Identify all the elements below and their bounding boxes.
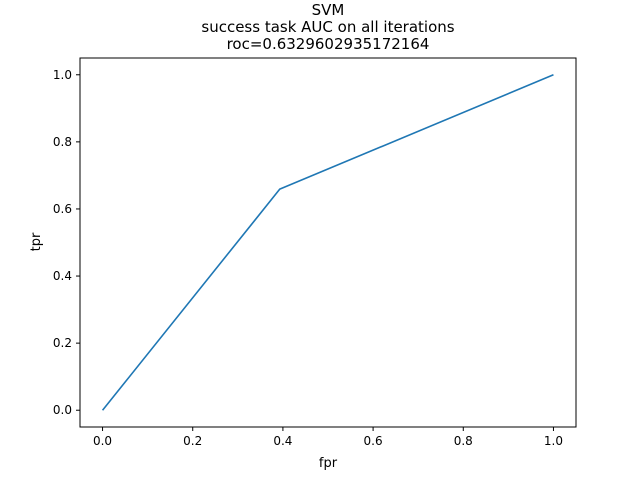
chart-title-line-2: success task AUC on all iterations (201, 18, 454, 36)
y-tick-label: 1.0 (53, 68, 72, 82)
y-tick-label: 0.6 (53, 202, 72, 216)
series-layer (101, 74, 554, 411)
y-tick-label: 0.0 (53, 403, 72, 417)
roc-curve-line (101, 74, 554, 411)
y-tick-label: 0.8 (53, 135, 72, 149)
chart-title-line-1: SVM (312, 1, 345, 19)
y-axis-label: tpr (29, 232, 44, 251)
plot-frame (79, 57, 577, 428)
x-tick-label: 0.4 (273, 434, 292, 448)
x-tick-label: 0.8 (454, 434, 473, 448)
x-tick-label: 1.0 (544, 434, 563, 448)
x-tick-label: 0.6 (364, 434, 383, 448)
y-tick-label: 0.4 (53, 269, 72, 283)
x-axis-label: fpr (319, 456, 338, 471)
x-tick-label: 0.2 (183, 434, 202, 448)
y-axis-ticks: 0.0 0.2 0.4 0.6 0.8 1.0 (53, 68, 80, 417)
chart-title-line-3: roc=0.6329602935172164 (227, 35, 430, 53)
x-axis-ticks: 0.0 0.2 0.4 0.6 0.8 1.0 (93, 427, 563, 448)
x-tick-label: 0.0 (93, 434, 112, 448)
chart-title: SVM success task AUC on all iterations r… (201, 1, 454, 53)
y-tick-label: 0.2 (53, 336, 72, 350)
